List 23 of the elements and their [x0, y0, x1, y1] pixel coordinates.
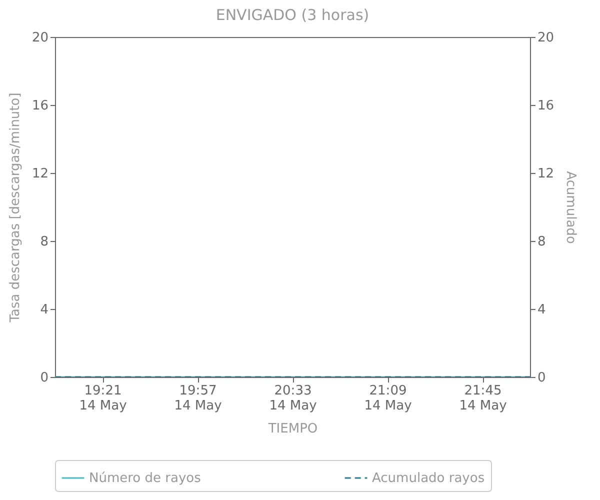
legend-label: Acumulado rayos — [372, 471, 485, 486]
x-tick-label: 19:57 14 May — [174, 384, 222, 414]
y-tick-label: 16 — [32, 98, 48, 114]
y2-axis-title: Acumulado — [563, 171, 578, 244]
y-tick-label: 8 — [40, 234, 48, 250]
x-tick-label: 20:33 14 May — [269, 384, 318, 414]
x-tick-label: 21:09 14 May — [364, 384, 412, 414]
x-tick-label: 21:45 14 May — [459, 384, 508, 414]
y2-tick-label: 12 — [538, 166, 554, 182]
y-axis-title: Tasa descargas [descargas/minuto] — [8, 92, 23, 324]
y-tick-label: 0 — [40, 370, 48, 386]
y2-tick-label: 16 — [538, 98, 554, 114]
y2-tick-label: 4 — [538, 302, 546, 318]
y-tick-label: 4 — [40, 302, 48, 318]
y2-tick-label: 8 — [538, 234, 546, 250]
y-tick-label: 12 — [32, 166, 48, 182]
y2-tick-label: 20 — [538, 30, 554, 46]
y-tick-label: 20 — [32, 30, 48, 46]
y2-tick-label: 0 — [538, 370, 546, 386]
chart-title: ENVIGADO (3 horas) — [216, 6, 370, 24]
legend-label: Número de rayos — [89, 471, 202, 486]
x-tick-label: 19:21 14 May — [79, 384, 128, 414]
x-axis-title: TIEMPO — [267, 422, 318, 436]
